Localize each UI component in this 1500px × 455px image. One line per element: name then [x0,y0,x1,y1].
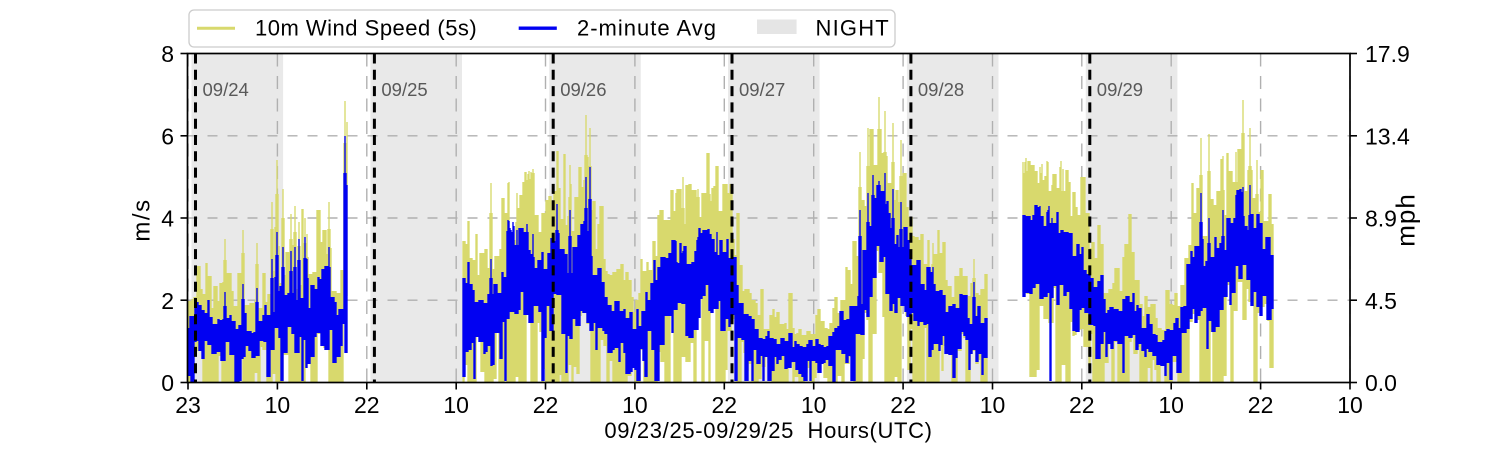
svg-text:17.9: 17.9 [1365,41,1410,67]
svg-text:10: 10 [980,392,1006,418]
svg-text:09/26: 09/26 [560,79,606,100]
svg-text:09/27: 09/27 [739,79,785,100]
svg-text:22: 22 [890,392,916,418]
svg-text:4: 4 [161,206,174,232]
svg-text:0.0: 0.0 [1365,370,1397,396]
svg-text:mph: mph [1391,193,1421,247]
svg-text:10: 10 [443,392,469,418]
svg-text:2-minute Avg: 2-minute Avg [577,16,717,41]
svg-text:4.5: 4.5 [1365,288,1397,314]
svg-text:10: 10 [265,392,291,418]
svg-text:09/25: 09/25 [381,79,427,100]
svg-text:8: 8 [161,41,174,67]
svg-text:13.4: 13.4 [1365,123,1410,149]
svg-text:09/24: 09/24 [203,79,249,100]
svg-text:10m Wind Speed (5s): 10m Wind Speed (5s) [255,16,477,41]
svg-text:09/29: 09/29 [1097,79,1143,100]
svg-text:22: 22 [1248,392,1274,418]
svg-text:09/23/25-09/29/25 Hours(UTC): 09/23/25-09/29/25 Hours(UTC) [604,418,932,443]
svg-text:10: 10 [1337,392,1363,418]
svg-text:m/s: m/s [129,198,156,241]
svg-text:10: 10 [801,392,827,418]
svg-text:22: 22 [1069,392,1095,418]
svg-text:10: 10 [622,392,648,418]
svg-text:22: 22 [354,392,380,418]
svg-text:6: 6 [161,123,174,149]
svg-text:22: 22 [712,392,738,418]
svg-text:0: 0 [161,370,174,396]
svg-text:22: 22 [533,392,559,418]
svg-text:NIGHT: NIGHT [816,16,890,41]
svg-text:09/28: 09/28 [918,79,964,100]
svg-text:23: 23 [175,392,201,418]
svg-text:2: 2 [161,288,174,314]
svg-text:8.9: 8.9 [1365,206,1397,232]
svg-text:10: 10 [1158,392,1184,418]
